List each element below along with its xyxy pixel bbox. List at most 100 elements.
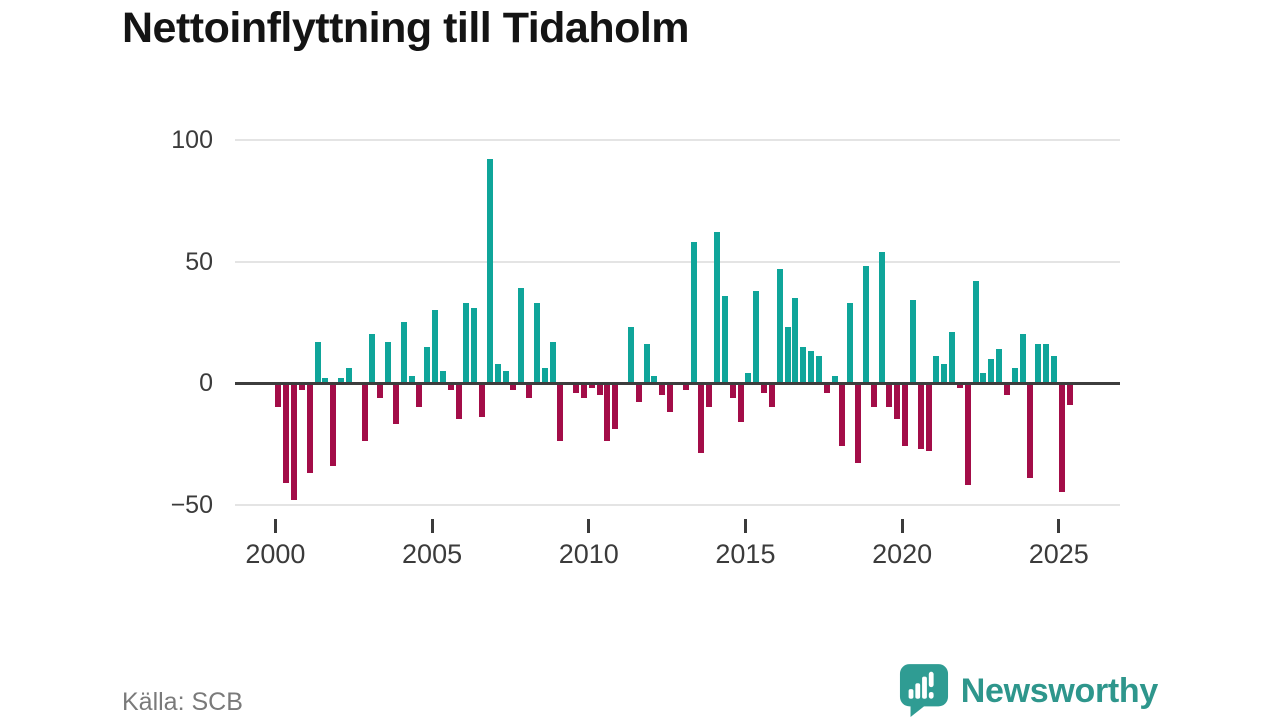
bar-negative bbox=[682, 383, 689, 391]
bar-negative bbox=[1058, 383, 1065, 493]
bar-negative bbox=[886, 383, 893, 408]
bar-negative bbox=[698, 383, 705, 454]
y-gridline bbox=[235, 139, 1120, 141]
bar-positive bbox=[1043, 344, 1050, 383]
bar-positive bbox=[753, 290, 760, 383]
x-axis-tick bbox=[743, 519, 747, 533]
bar-positive bbox=[533, 302, 540, 383]
bar-negative bbox=[479, 383, 486, 418]
bar-negative bbox=[447, 383, 454, 391]
bar-positive bbox=[831, 375, 838, 383]
bar-positive bbox=[471, 307, 478, 383]
bar-negative bbox=[917, 383, 924, 449]
bar-positive bbox=[792, 297, 799, 383]
bar-positive bbox=[745, 373, 752, 383]
bar-positive bbox=[345, 368, 352, 383]
bar-negative bbox=[596, 383, 603, 396]
bar-positive bbox=[486, 159, 493, 383]
bar-positive bbox=[338, 378, 345, 383]
bar-positive bbox=[463, 302, 470, 383]
bar-positive bbox=[776, 268, 783, 383]
bar-negative bbox=[964, 383, 971, 486]
bar-negative bbox=[855, 383, 862, 464]
x-axis-label: 2005 bbox=[402, 539, 463, 569]
bar-positive bbox=[439, 370, 446, 383]
bar-positive bbox=[369, 334, 376, 383]
bar-positive bbox=[690, 242, 697, 383]
newsworthy-logo-text: Newsworthy bbox=[960, 672, 1159, 710]
bar-positive bbox=[988, 358, 995, 383]
y-gridline bbox=[235, 503, 1120, 506]
bar-positive bbox=[424, 346, 431, 383]
bar-negative bbox=[275, 383, 282, 408]
bar-positive bbox=[541, 368, 548, 383]
bar-positive bbox=[949, 331, 956, 383]
x-axis-tick bbox=[430, 519, 434, 533]
bar-positive bbox=[862, 266, 869, 383]
bar-negative bbox=[291, 383, 298, 500]
bar-positive bbox=[847, 302, 854, 383]
bar-negative bbox=[823, 383, 830, 393]
bar-negative bbox=[588, 383, 595, 388]
bar-positive bbox=[408, 375, 415, 383]
y-axis-label: 0 bbox=[199, 369, 213, 397]
bar-negative bbox=[768, 383, 775, 408]
chart-title: Nettoinflyttning till Tidaholm bbox=[122, 4, 690, 52]
bar-negative bbox=[510, 383, 517, 391]
bar-positive bbox=[1019, 334, 1026, 383]
bar-negative bbox=[306, 383, 313, 473]
bar-negative bbox=[377, 383, 384, 398]
x-axis-label: 2015 bbox=[715, 539, 776, 569]
bar-negative bbox=[761, 383, 768, 393]
bar-negative bbox=[392, 383, 399, 425]
bar-negative bbox=[925, 383, 932, 452]
bar-negative bbox=[604, 383, 611, 442]
bar-positive bbox=[502, 370, 509, 383]
bar-positive bbox=[972, 280, 979, 383]
bar-negative bbox=[1003, 383, 1010, 396]
bar-negative bbox=[1027, 383, 1034, 478]
bar-positive bbox=[996, 348, 1003, 383]
bar-negative bbox=[635, 383, 642, 403]
bar-positive bbox=[878, 251, 885, 383]
bar-positive bbox=[1011, 368, 1018, 383]
bar-positive bbox=[800, 346, 807, 383]
x-axis-tick bbox=[900, 519, 904, 533]
bar-negative bbox=[283, 383, 290, 483]
bar-negative bbox=[706, 383, 713, 408]
bar-negative bbox=[526, 383, 533, 398]
source-label: Källa: SCB bbox=[122, 688, 243, 716]
bar-positive bbox=[1035, 344, 1042, 383]
bar-negative bbox=[902, 383, 909, 447]
bar-positive bbox=[909, 300, 916, 383]
y-gridline bbox=[235, 260, 1120, 263]
bar-negative bbox=[612, 383, 619, 430]
bar-negative bbox=[1066, 383, 1073, 405]
bar-negative bbox=[839, 383, 846, 447]
bar-positive bbox=[721, 295, 728, 383]
bar-positive bbox=[941, 363, 948, 383]
x-axis-tick bbox=[273, 519, 277, 533]
bar-positive bbox=[784, 327, 791, 383]
bar-negative bbox=[455, 383, 462, 420]
bar-negative bbox=[870, 383, 877, 408]
bar-positive bbox=[643, 344, 650, 383]
bar-negative bbox=[557, 383, 564, 442]
bar-positive bbox=[1050, 356, 1057, 383]
newsworthy-logo-icon bbox=[899, 664, 948, 717]
newsworthy-logo: Newsworthy bbox=[899, 663, 1158, 719]
bar-negative bbox=[659, 383, 666, 396]
x-axis-label: 2010 bbox=[558, 539, 619, 569]
bar-positive bbox=[400, 322, 407, 383]
bar-positive bbox=[815, 356, 822, 383]
bar-negative bbox=[416, 383, 423, 408]
bar-negative bbox=[580, 383, 587, 398]
bar-positive bbox=[549, 341, 556, 383]
bar-negative bbox=[330, 383, 337, 466]
bar-positive bbox=[432, 310, 439, 383]
bar-negative bbox=[298, 383, 305, 391]
bar-negative bbox=[894, 383, 901, 420]
bar-positive bbox=[808, 351, 815, 383]
bar-positive bbox=[714, 232, 721, 383]
